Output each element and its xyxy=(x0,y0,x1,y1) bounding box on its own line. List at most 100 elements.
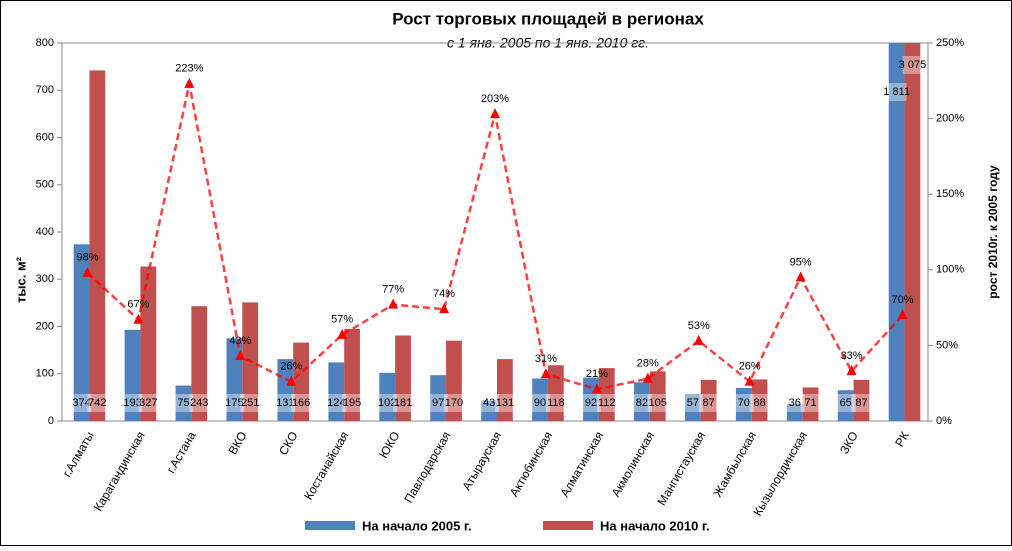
value-label-box xyxy=(632,394,652,412)
growth-label: 95% xyxy=(790,256,812,268)
bar xyxy=(598,368,615,421)
bar-value-label: 112 xyxy=(598,397,616,409)
growth-marker xyxy=(897,309,908,320)
bar xyxy=(446,340,462,421)
bar xyxy=(89,70,106,421)
value-label-box xyxy=(545,394,566,412)
value-label-box xyxy=(495,394,515,412)
y-tick-label: 800 xyxy=(36,37,54,49)
bar xyxy=(786,403,803,421)
y-tick-label: 500 xyxy=(36,179,54,191)
bar xyxy=(532,378,548,421)
bar xyxy=(802,387,819,421)
growth-marker xyxy=(795,271,806,282)
value-label-box xyxy=(444,394,464,412)
y-tick-label: 400 xyxy=(36,226,54,238)
y2-tick-label: 200% xyxy=(936,113,964,125)
value-label-box xyxy=(902,56,923,74)
value-label-box xyxy=(851,394,872,412)
value-label-box xyxy=(596,394,617,412)
bar xyxy=(735,387,752,421)
legend-label: На начало 2010 г. xyxy=(600,518,710,533)
growth-label: 43% xyxy=(229,335,251,347)
growth-marker xyxy=(591,383,602,394)
legend-swatch xyxy=(543,521,593,530)
value-label-box xyxy=(326,394,347,412)
bar-value-label: 243 xyxy=(190,397,208,409)
bar-value-label: 374 xyxy=(72,397,90,409)
bar-value-label: 193 xyxy=(123,397,141,409)
value-label-box xyxy=(224,394,245,412)
y-tick-label: 100 xyxy=(36,368,54,380)
growth-label: 21% xyxy=(586,368,608,380)
value-label-box xyxy=(377,394,398,412)
y-tick-label: 600 xyxy=(36,131,54,143)
bar xyxy=(140,266,157,421)
bar xyxy=(328,362,345,421)
growth-marker xyxy=(235,349,246,360)
bar xyxy=(124,329,141,421)
growth-label: 26% xyxy=(739,361,761,373)
y-axis-label: тыс. м² xyxy=(13,256,28,303)
value-label-box xyxy=(479,394,499,412)
value-label-box xyxy=(138,394,159,412)
bar-value-label: 118 xyxy=(547,397,565,409)
value-label-box xyxy=(835,394,856,412)
value-label-box xyxy=(342,394,362,412)
bar xyxy=(904,43,921,421)
bar-value-label: 92 xyxy=(585,397,597,409)
bar-value-label: 175 xyxy=(225,397,243,409)
value-label-box xyxy=(275,394,296,412)
value-label-box xyxy=(189,394,210,412)
bar-value-label: 90 xyxy=(534,397,546,409)
value-label-box xyxy=(291,394,312,412)
bar-value-label: 70 xyxy=(738,397,750,409)
value-label-box xyxy=(733,394,754,412)
growth-marker xyxy=(184,77,195,88)
bar xyxy=(430,375,447,421)
bar-value-label: 87 xyxy=(703,397,715,409)
value-label-box xyxy=(122,394,143,412)
bar-value-label: 251 xyxy=(241,397,259,409)
value-label-box xyxy=(393,394,413,412)
value-label-box xyxy=(886,83,907,101)
bar-value-label: 3 075 xyxy=(899,59,927,71)
bar-value-label: 88 xyxy=(753,397,765,409)
y2-tick-label: 250% xyxy=(936,37,964,49)
bar xyxy=(853,379,870,421)
bar xyxy=(293,342,310,421)
bar xyxy=(547,365,564,421)
y-tick-label: 0 xyxy=(48,415,54,427)
bar-value-label: 87 xyxy=(855,397,867,409)
bar-value-label: 65 xyxy=(840,397,852,409)
growth-marker xyxy=(337,328,348,339)
bar-value-label: 170 xyxy=(445,397,463,409)
bar-value-label: 57 xyxy=(687,397,699,409)
bar-value-label: 181 xyxy=(394,397,412,409)
legend-label: На начало 2005 г. xyxy=(362,518,472,533)
bar-value-label: 71 xyxy=(804,397,816,409)
value-label-box xyxy=(647,394,668,412)
bars xyxy=(73,43,921,421)
bar xyxy=(481,400,497,421)
bar xyxy=(497,359,513,421)
growth-label: 98% xyxy=(76,252,98,264)
bar xyxy=(684,394,701,421)
bar-value-label: 327 xyxy=(139,397,157,409)
bar xyxy=(379,372,396,421)
value-label-box xyxy=(581,394,601,412)
bar-value-label: 195 xyxy=(343,397,361,409)
growth-label: 77% xyxy=(382,283,404,295)
bar-value-label: 166 xyxy=(292,397,310,409)
growth-label: 57% xyxy=(331,314,353,326)
growth-label: 203% xyxy=(481,93,509,105)
growth-marker xyxy=(490,108,500,119)
bar xyxy=(395,335,411,421)
growth-marker xyxy=(133,313,144,324)
value-label-box xyxy=(87,394,108,412)
chart-title: Рост торговых площадей в регионах xyxy=(392,9,704,28)
value-label-box xyxy=(698,394,719,412)
growth-label: 223% xyxy=(175,63,203,75)
